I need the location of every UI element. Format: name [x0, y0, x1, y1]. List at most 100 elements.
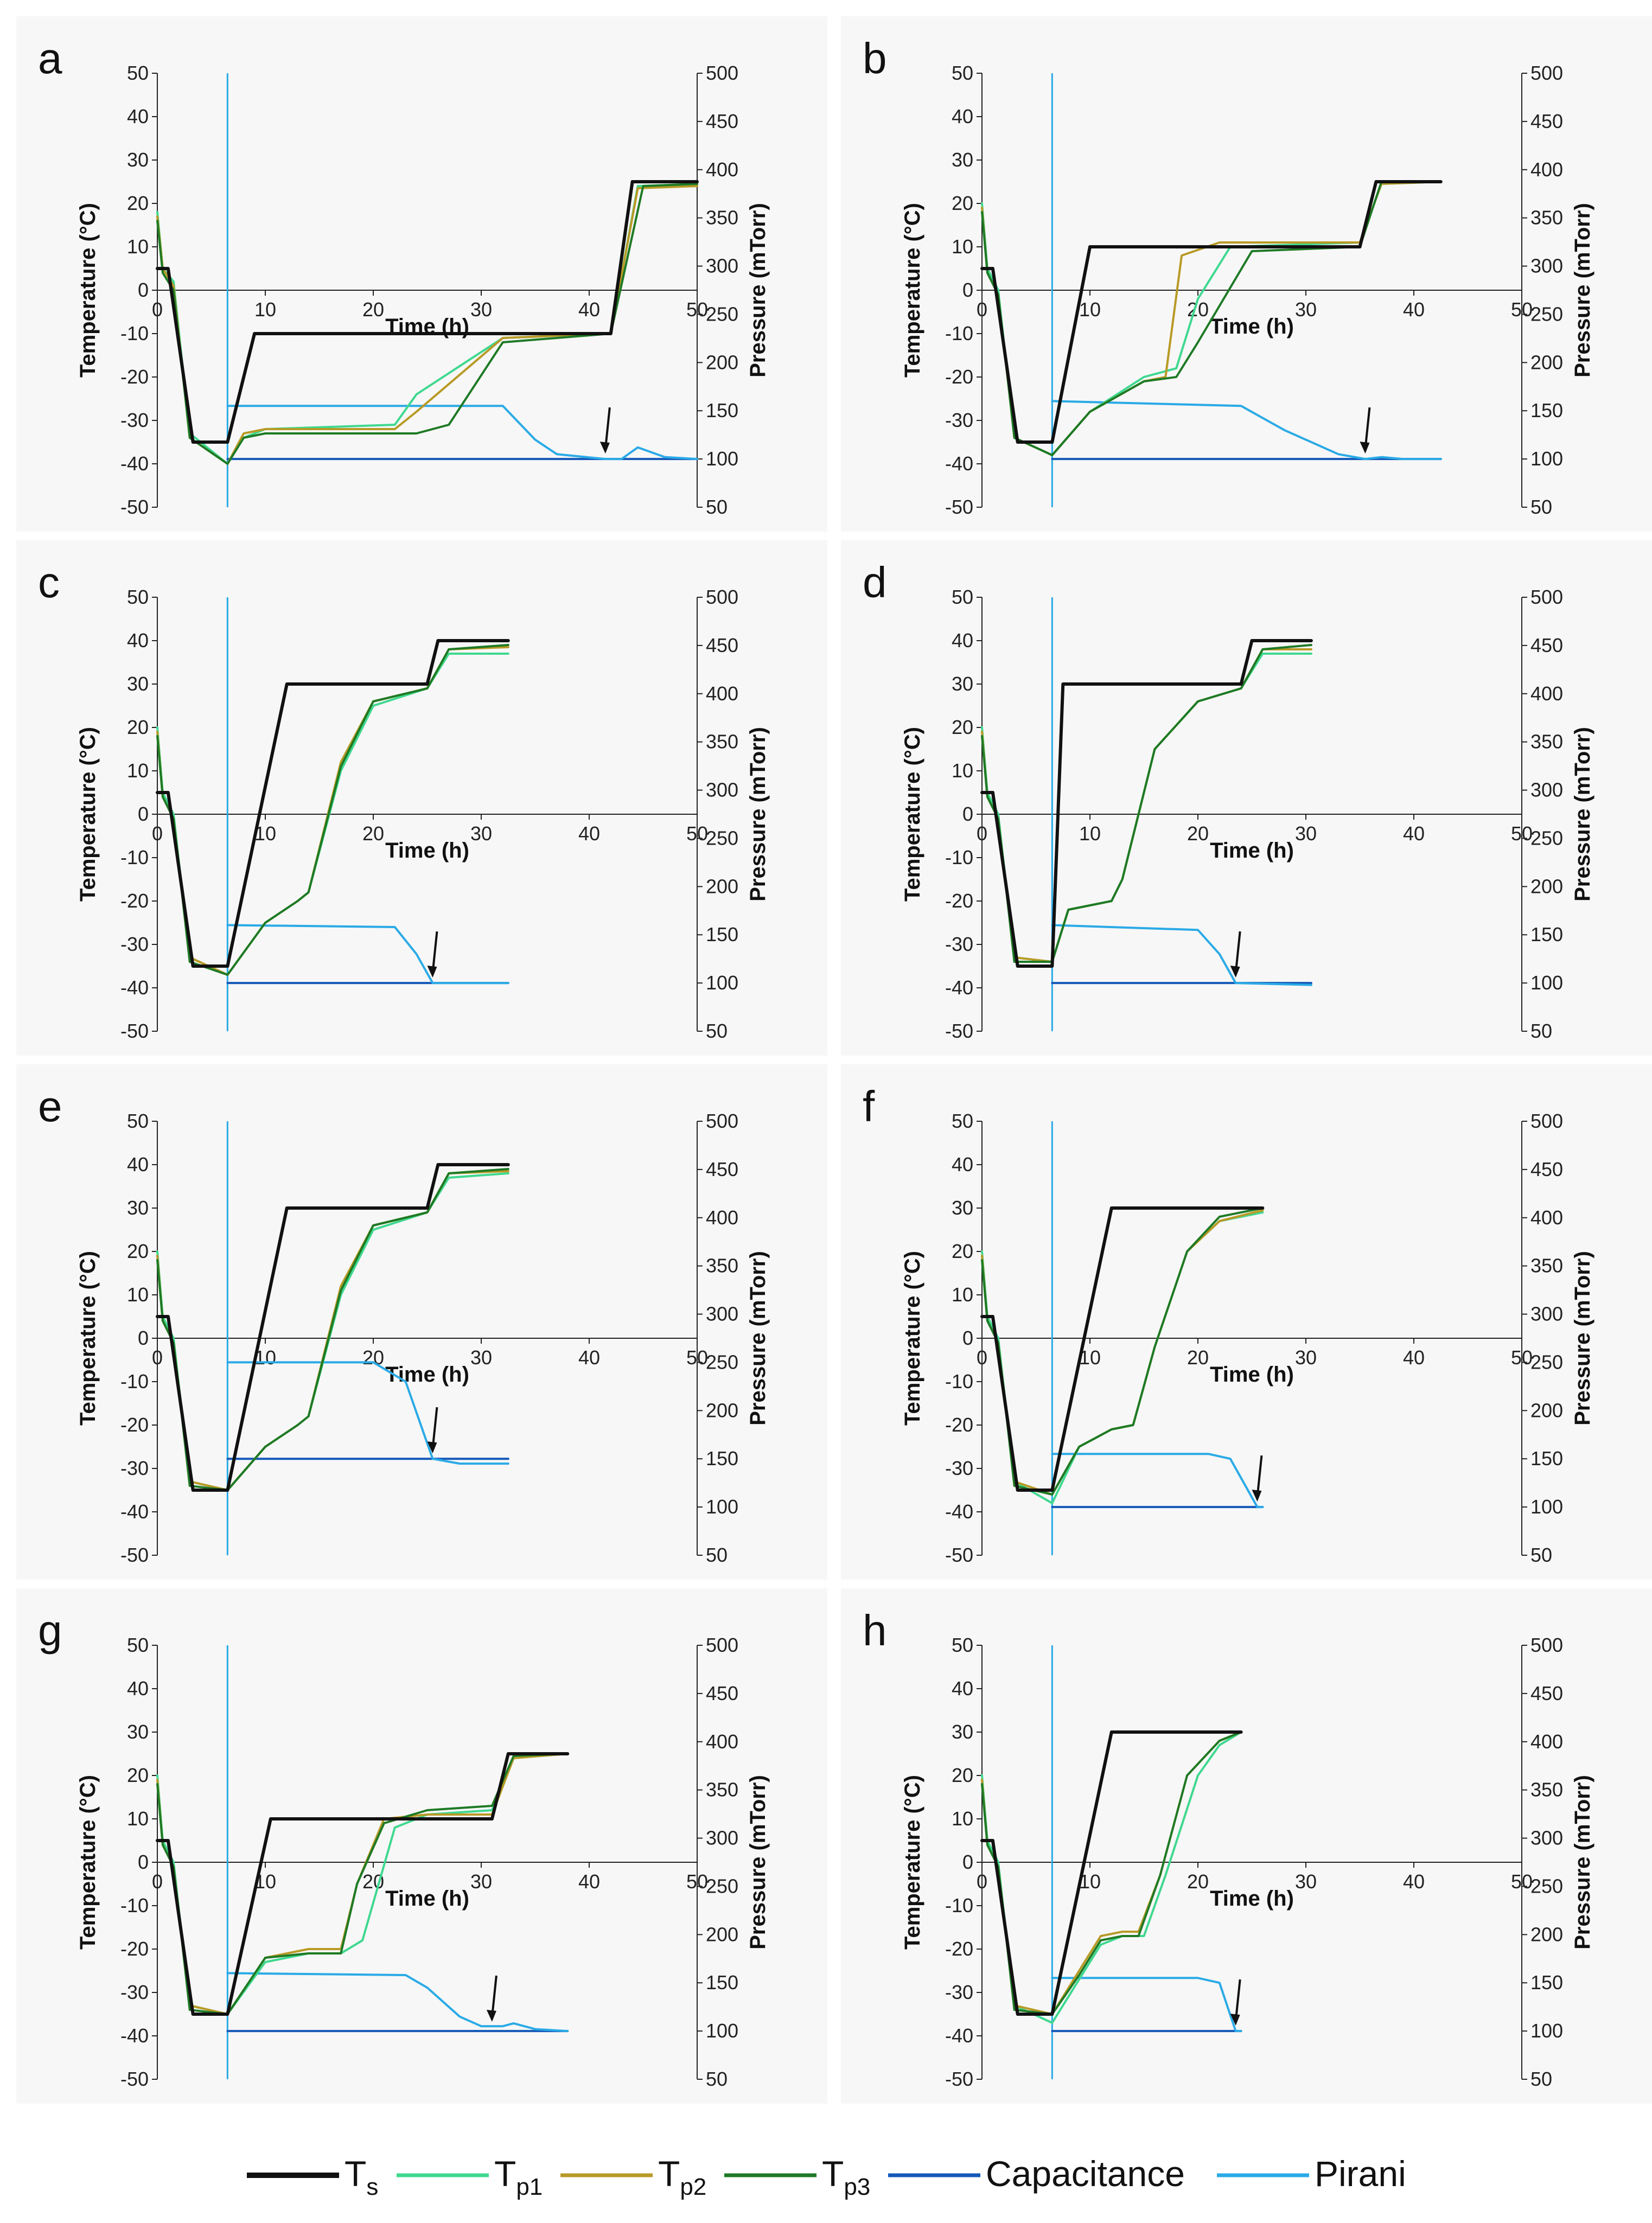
arrow-shaft [1234, 1979, 1241, 2022]
y-tick-label: -40 [120, 976, 149, 999]
y2-tick-label: 250 [1530, 1351, 1563, 1373]
y-tick-label: -40 [120, 452, 149, 475]
y2-tick-label: 450 [706, 1682, 738, 1704]
end-of-drying-arrow [486, 1975, 497, 2022]
y2-tick-label: 300 [1530, 779, 1563, 801]
legend-item-tp1: Tp1 [397, 2154, 543, 2200]
y2-tick-label: 200 [706, 351, 738, 373]
arrow-head [427, 1441, 437, 1454]
y2-tick-label: 300 [1530, 1303, 1563, 1325]
y2-axis-title: Pressure (mTorr) [1571, 727, 1594, 902]
arrow-head [599, 442, 610, 454]
panel-background [841, 540, 1652, 1056]
y-tick-label: 30 [127, 149, 149, 171]
panel-letter: e [38, 1082, 62, 1130]
panel-background [841, 1064, 1652, 1580]
chart-panel-c: c 50403020100-10-20-30-40-505004504003503… [16, 540, 827, 1056]
x-tick-label: 10 [254, 298, 276, 321]
y-tick-label: 20 [952, 1764, 973, 1786]
series-line-ts [980, 1206, 1265, 1492]
x-tick-label: 30 [470, 298, 492, 321]
y2-tick-label: 500 [1530, 1634, 1563, 1656]
x-tick-label: 10 [1079, 822, 1101, 845]
y2-tick-label: 100 [1530, 448, 1563, 470]
y2-tick-label: 500 [706, 1634, 738, 1656]
legend-subscript: p1 [516, 2174, 543, 2200]
end-of-drying-arrow [427, 931, 438, 978]
y-tick-label: -10 [945, 1370, 973, 1392]
y2-tick-label: 300 [1530, 1827, 1563, 1849]
y-tick-label: -50 [945, 496, 973, 518]
y-axis-title: Temperature (°C) [76, 727, 100, 902]
series-line-ts [980, 1730, 1243, 2016]
arrow-head [1252, 1490, 1262, 1502]
chart-panel-g: g 50403020100-10-20-30-40-505004504003503… [16, 1588, 827, 2104]
x-tick-label: 20 [1187, 1870, 1209, 1893]
y-tick-label: -30 [945, 933, 973, 955]
panel-background [16, 540, 827, 1056]
x-tick-label: 50 [1511, 822, 1533, 845]
y-tick-label: -40 [120, 1500, 149, 1523]
series-line-pirani [1051, 1977, 1242, 2033]
x-tick-label: 10 [1079, 298, 1101, 321]
y2-tick-label: 250 [1530, 303, 1563, 325]
y2-tick-label: 450 [1530, 1158, 1563, 1180]
y-tick-label: -30 [945, 1457, 973, 1479]
x-tick-label: 0 [152, 298, 163, 321]
legend-label: Capacitance [986, 2154, 1185, 2194]
y-tick-label: 10 [127, 235, 149, 258]
y2-tick-label: 50 [1530, 1544, 1552, 1566]
x-tick-label: 40 [578, 1346, 600, 1369]
y-tick-label: 10 [952, 759, 973, 782]
legend-item-pirani: Pirani [1217, 2154, 1406, 2194]
y-tick-label: 0 [962, 1851, 973, 1873]
legend-item-capacitance: Capacitance [888, 2154, 1185, 2194]
x-tick-label: 50 [686, 298, 708, 321]
chart-panel-e: e 50403020100-10-20-30-40-505004504003503… [16, 1064, 827, 1580]
y2-tick-label: 350 [706, 207, 738, 229]
legend-subscript: p3 [844, 2174, 870, 2200]
y-axis-title: Temperature (°C) [76, 1775, 100, 1950]
arrow-shaft [431, 931, 438, 974]
y-tick-label: 30 [952, 1197, 973, 1219]
y-tick-label: -10 [945, 1894, 973, 1917]
panel-letter: b [863, 34, 887, 82]
y2-tick-label: 50 [1530, 1020, 1552, 1042]
y-tick-label: 50 [952, 1634, 973, 1656]
y2-tick-label: 350 [1530, 1255, 1563, 1277]
y-tick-label: -50 [120, 496, 149, 518]
end-of-drying-arrow [1230, 1979, 1241, 2026]
chart-panel-a: a 50403020100-10-20-30-40-505004504003503… [16, 16, 827, 532]
y2-tick-label: 200 [1530, 1923, 1563, 1945]
series-line-pirani [226, 1361, 509, 1465]
panel-background [16, 16, 827, 532]
x-tick-label: 40 [578, 1870, 600, 1893]
y-tick-label: -50 [120, 1544, 149, 1566]
y2-tick-label: 500 [706, 586, 738, 608]
legend-label: Tp2 [658, 2154, 706, 2200]
arrow-head [1230, 2014, 1240, 2026]
arrow-head [427, 966, 437, 978]
series-line-tp3 [981, 644, 1312, 963]
y-axis-title: Temperature (°C) [76, 203, 100, 378]
y-tick-label: 10 [952, 1283, 973, 1306]
x-axis-title: Time (h) [1210, 315, 1294, 338]
legend-subscript: p2 [680, 2174, 706, 2200]
y-tick-label: -20 [120, 890, 149, 912]
y-tick-label: 20 [952, 192, 973, 214]
y2-axis-title: Pressure (mTorr) [1571, 1775, 1594, 1950]
end-of-drying-arrow [599, 407, 611, 454]
legend-item-tp3: Tp3 [724, 2154, 870, 2200]
arrow-shaft [431, 1407, 438, 1449]
y2-tick-label: 400 [1530, 1730, 1563, 1753]
legend: Ts Tp1 Tp2 Tp3 Capacitance Pirani [247, 2154, 1406, 2200]
series-line-ts [980, 180, 1443, 444]
y2-tick-label: 150 [1530, 923, 1563, 946]
y-tick-label: -20 [120, 1938, 149, 1960]
x-tick-label: 0 [977, 1346, 987, 1369]
series-line-pirani [1051, 400, 1442, 461]
arrow-shaft [604, 407, 611, 450]
x-axis-title: Time (h) [1210, 839, 1294, 863]
y2-tick-label: 400 [706, 158, 738, 181]
y-tick-label: 10 [952, 1807, 973, 1830]
